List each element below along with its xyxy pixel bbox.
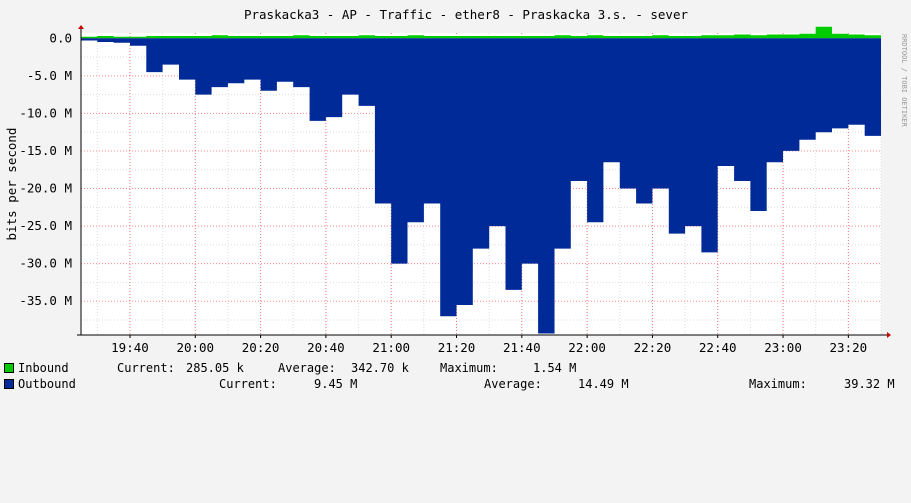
y-axis-arrow: [78, 25, 84, 29]
x-tick-label: 21:20: [438, 340, 476, 355]
x-tick-label: 19:40: [111, 340, 149, 355]
y-tick-label: -20.0 M: [19, 181, 72, 196]
outbound-average-label: Average:: [484, 377, 542, 391]
tick-labels: 0.0 -5.0 M -10.0 M -15.0 M -20.0 M -25.0 M -30…: [19, 30, 867, 355]
outbound-label: Outbound: [18, 377, 76, 391]
inbound-average-value: 342.70 k: [351, 361, 409, 375]
x-tick-label: 20:40: [307, 340, 345, 355]
x-tick-label: 21:00: [372, 340, 410, 355]
area-inbound: [81, 26, 881, 39]
y-tick-label: -15.0 M: [19, 143, 72, 158]
x-tick-label: 22:20: [634, 340, 672, 355]
area-outbound: [81, 38, 881, 334]
x-tick-label: 20:20: [242, 340, 280, 355]
inbound-maximum-label: Maximum:: [440, 361, 498, 375]
x-tick-label: 21:40: [503, 340, 541, 355]
inbound-label: Inbound: [18, 361, 69, 375]
outbound-current-value: 9.45 M: [314, 377, 358, 391]
x-axis-arrow: [887, 332, 891, 338]
outbound-current-label: Current:: [219, 377, 277, 391]
inbound-average-label: Average:: [278, 361, 336, 375]
outbound-average-value: 14.49 M: [578, 377, 629, 391]
traffic-chart: 0.0 -5.0 M -10.0 M -15.0 M -20.0 M -25.0 M -30…: [4, 7, 908, 355]
inbound-maximum-value: 1.54 M: [533, 361, 577, 375]
y-axis-label: bits per second: [4, 128, 19, 241]
axes: [77, 25, 891, 338]
x-tick-label: 22:00: [568, 340, 606, 355]
outbound-swatch: [4, 379, 14, 389]
y-tick-label: -25.0 M: [19, 218, 72, 233]
legend-inbound: Inbound Current: 285.05 k Average: 342.7…: [4, 361, 576, 375]
chart-title: Praskacka3 - AP - Traffic - ether8 - Pra…: [244, 7, 688, 22]
inbound-current-value: 285.05 k: [186, 361, 244, 375]
y-tick-label: -5.0 M: [27, 68, 72, 83]
x-tick-label: 20:00: [176, 340, 214, 355]
y-tick-label: -35.0 M: [19, 293, 72, 308]
outbound-maximum-label: Maximum:: [749, 377, 807, 391]
outbound-maximum-value: 39.32 M: [844, 377, 895, 391]
x-tick-label: 23:00: [764, 340, 802, 355]
x-tick-label: 23:20: [830, 340, 868, 355]
y-tick-label: -30.0 M: [19, 256, 72, 271]
y-tick-label: 0.0: [49, 30, 72, 45]
inbound-current-label: Current:: [117, 361, 175, 375]
inbound-swatch: [4, 363, 14, 373]
series-areas: [81, 26, 881, 334]
x-tick-label: 22:40: [699, 340, 737, 355]
watermark: RRDTOOL / TOBI OETIKER: [900, 34, 908, 128]
y-tick-label: -10.0 M: [19, 105, 72, 120]
legend-outbound: Outbound Current: 9.45 M Average: 14.49 …: [4, 377, 895, 391]
